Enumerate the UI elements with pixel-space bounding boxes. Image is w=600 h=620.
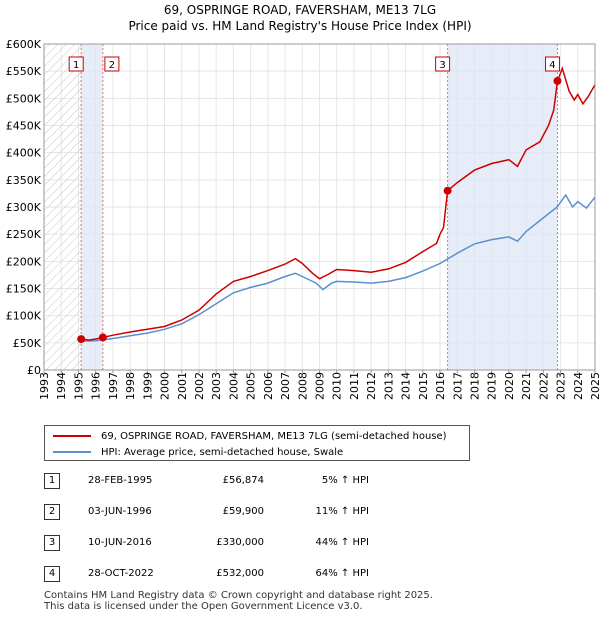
x-tick-label: 2011: [348, 372, 361, 400]
legend-entry-hpi: HPI: Average price, semi-detached house,…: [53, 445, 343, 459]
x-tick-label: 2009: [314, 372, 327, 400]
y-tick-label: £450K: [6, 120, 42, 133]
sale-number-label: 3: [439, 60, 445, 71]
property-series-line: [81, 66, 596, 341]
y-tick-label: £200K: [6, 255, 42, 268]
legend-swatch-red: [53, 435, 91, 437]
x-tick-label: 1994: [55, 372, 68, 400]
sale-hpi-delta: 11% ↑ HPI: [315, 506, 369, 517]
sale-number-badge: 3: [44, 535, 60, 551]
sale-hpi-delta: 64% ↑ HPI: [315, 568, 369, 579]
x-tick-label: 2003: [210, 372, 223, 400]
sale-number-badge: 4: [44, 566, 60, 582]
y-tick-label: £100K: [6, 310, 42, 323]
legend-label-hpi: HPI: Average price, semi-detached house,…: [101, 446, 344, 458]
sale-date: 10-JUN-2016: [88, 537, 152, 548]
table-row: 3 10-JUN-2016 £330,000 44% ↑ HPI: [44, 535, 444, 553]
x-tick-label: 2007: [279, 372, 292, 400]
sale-date: 28-OCT-2022: [88, 568, 154, 579]
x-tick-label: 2024: [572, 372, 585, 400]
sale-number-box: [544, 56, 560, 72]
x-tick-label: 1998: [124, 372, 137, 400]
x-tick-label: 1997: [107, 372, 120, 400]
x-tick-label: 2008: [296, 372, 309, 400]
x-tick-label: 1999: [141, 372, 154, 400]
x-tick-label: 2005: [245, 372, 258, 400]
x-tick-label: 2020: [503, 372, 516, 400]
y-tick-label: £300K: [6, 201, 42, 214]
chart-legend: 69, OSPRINGE ROAD, FAVERSHAM, ME13 7LG (…: [44, 425, 470, 461]
pre-sale-hatch: [44, 44, 82, 370]
ownership-band: [447, 44, 558, 370]
sale-price: £330,000: [216, 537, 264, 548]
y-tick-label: £550K: [6, 65, 42, 78]
chart-subtitle: Price paid vs. HM Land Registry's House …: [128, 19, 472, 33]
x-tick-label: 2015: [417, 372, 430, 400]
sale-number-label: 1: [73, 60, 79, 71]
sale-point: [443, 186, 452, 195]
sale-price: £59,900: [222, 506, 264, 517]
x-tick-label: 2002: [193, 372, 206, 400]
sale-point: [553, 76, 562, 85]
copyright-footer: Contains HM Land Registry data © Crown c…: [44, 590, 433, 612]
x-tick-label: 2023: [555, 372, 568, 400]
y-tick-label: £50K: [13, 337, 42, 350]
y-tick-label: £150K: [6, 283, 42, 296]
legend-swatch-blue: [53, 451, 91, 453]
footer-line-copyright: Contains HM Land Registry data © Crown c…: [44, 590, 433, 601]
sale-hpi-delta: 44% ↑ HPI: [315, 537, 369, 548]
x-tick-label: 2017: [451, 372, 464, 400]
sale-number-box: [104, 56, 120, 72]
x-tick-label: 1996: [90, 372, 103, 400]
x-tick-label: 2018: [468, 372, 481, 400]
sale-number-label: 4: [549, 60, 555, 71]
y-tick-label: £250K: [6, 228, 42, 241]
x-tick-label: 1993: [38, 372, 51, 400]
table-row: 4 28-OCT-2022 £532,000 64% ↑ HPI: [44, 566, 444, 584]
y-tick-label: £0: [27, 364, 41, 377]
x-tick-label: 2016: [434, 372, 447, 400]
footer-line-licence: This data is licensed under the Open Gov…: [44, 601, 363, 612]
price-chart: 1 2 3 4 £0 £50K £100K £150K £200K £250K £300K £350…: [6, 38, 600, 400]
x-tick-label: 1995: [72, 372, 85, 400]
sale-point: [77, 335, 86, 344]
table-row: 1 28-FEB-1995 £56,874 5% ↑ HPI: [44, 473, 444, 491]
sale-price: £56,874: [222, 475, 264, 486]
y-tick-label: £400K: [6, 147, 42, 160]
sale-point: [98, 333, 107, 342]
sale-date: 03-JUN-1996: [88, 506, 152, 517]
table-row: 2 03-JUN-1996 £59,900 11% ↑ HPI: [44, 504, 444, 522]
x-tick-label: 2000: [159, 372, 172, 400]
x-tick-label: 2004: [227, 372, 240, 400]
x-tick-label: 2013: [382, 372, 395, 400]
y-tick-label: £500K: [6, 92, 42, 105]
x-tick-label: 2010: [331, 372, 344, 400]
ownership-band: [81, 44, 103, 370]
x-tick-label: 2012: [365, 372, 378, 400]
chart-title-address: 69, OSPRINGE ROAD, FAVERSHAM, ME13 7LG: [163, 3, 437, 17]
sale-number-badge: 1: [44, 473, 60, 489]
sale-number-box: [435, 56, 451, 72]
sale-hpi-delta: 5% ↑ HPI: [321, 475, 369, 486]
x-tick-label: 2019: [486, 372, 499, 400]
sale-number-label: 2: [109, 60, 115, 71]
sale-number-badge: 2: [44, 504, 60, 520]
sale-number-box: [68, 56, 84, 72]
sale-date: 28-FEB-1995: [88, 475, 153, 486]
hpi-series-line: [78, 193, 596, 342]
y-tick-label: £600K: [6, 38, 42, 51]
x-tick-label: 2021: [520, 372, 533, 400]
sale-price: £532,000: [216, 568, 264, 579]
x-tick-label: 2001: [176, 372, 189, 400]
legend-entry-property: 69, OSPRINGE ROAD, FAVERSHAM, ME13 7LG (…: [53, 429, 447, 443]
legend-label-property: 69, OSPRINGE ROAD, FAVERSHAM, ME13 7LG (…: [101, 430, 447, 442]
x-tick-label: 2025: [589, 372, 600, 400]
y-tick-label: £350K: [6, 174, 42, 187]
x-tick-label: 2014: [400, 372, 413, 400]
x-tick-label: 2006: [262, 372, 275, 400]
x-tick-label: 2022: [537, 372, 550, 400]
